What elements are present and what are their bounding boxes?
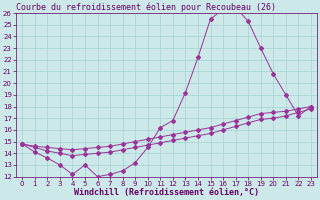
X-axis label: Windchill (Refroidissement éolien,°C): Windchill (Refroidissement éolien,°C) [74,188,259,197]
Text: Courbe du refroidissement éolien pour Recoubeau (26): Courbe du refroidissement éolien pour Re… [16,3,276,12]
